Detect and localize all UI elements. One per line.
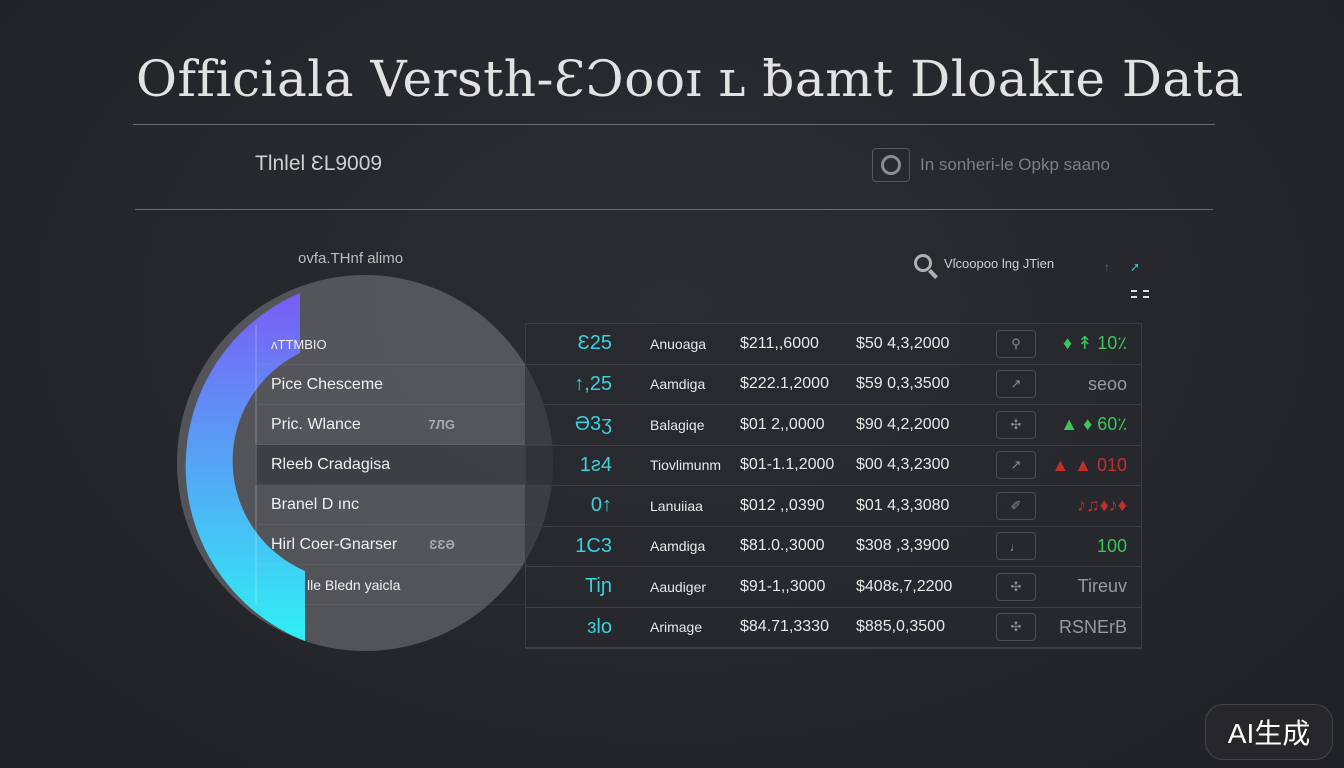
search-bar[interactable]: Vſcoopoo lng JTien: [914, 254, 1054, 272]
row-value-1: $84.71,3330: [740, 618, 829, 636]
search-text: Vſcoopoo lng JTien: [944, 255, 1055, 271]
list-item[interactable]: Hirl Coer-Gnarser ƐƐƏ: [255, 525, 555, 565]
row-number: Ɛ25: [577, 332, 612, 355]
list-item-label: Pice Chesceme: [271, 375, 384, 393]
panel-label: ovfa.THnf alimo: [298, 250, 404, 267]
page-title: Officiala Versth-ƐƆooɪ ʟ ƀamt Dloakɪe Da…: [136, 50, 1244, 108]
row-number: 1ƨ4: [579, 453, 612, 476]
row-value-2: $50 4,3,2000: [856, 334, 950, 352]
row-value-2: $00 4,3,2300: [856, 456, 950, 474]
search-icon: [914, 254, 932, 272]
list-item-label: Pric. Wlance: [271, 415, 361, 433]
row-name: Anuoaga: [650, 335, 707, 352]
list-item[interactable]: Pric. Wlance 7ЛG: [255, 405, 555, 445]
row-icon[interactable]: ✣: [996, 572, 1036, 601]
table-row[interactable]: Tiɲ Aaudiger $91-1,,3000 $408ɛ,7,2200 ✣ Tireu…: [526, 567, 1141, 608]
list-item-label: ʌTTMBIO: [271, 337, 327, 352]
row-name: Tiovlimunm: [650, 457, 722, 474]
header-right[interactable]: In sonheri-le Opkp saano: [872, 148, 1110, 182]
row-icon[interactable]: ↗: [996, 370, 1036, 399]
subtitle: Tlnlel ƐL9009: [255, 152, 383, 175]
list-item[interactable]: Branel D ınc: [255, 485, 555, 525]
row-number: Tiɲ: [584, 575, 612, 598]
row-name: Aaudiger: [650, 578, 707, 595]
row-value-1: $222.1,2000: [740, 375, 829, 393]
table-row[interactable]: 1ƨ4 Tiovlimunm $01-1.1,2000 $00 4,3,2300 ↗ ▲ …: [526, 446, 1141, 486]
row-status: 100: [1096, 535, 1127, 556]
table-row[interactable]: Ə3ʒ Balagiqe $01 2,,0000 $90 4,2,2000 ✣ ▲ ♦ 6…: [526, 405, 1141, 446]
row-name: Aamdiga: [650, 538, 706, 555]
row-value-2: $59 0,3,3500: [856, 375, 950, 393]
list-item-label: lle Bledn yaicla: [307, 576, 401, 593]
divider: [133, 124, 1215, 125]
row-value-2: $01 4,3,3080: [856, 496, 950, 514]
row-number: 1C3: [575, 534, 612, 557]
row-value-2: $885,0,3500: [856, 618, 945, 636]
divider: [135, 209, 1213, 210]
row-name: Aamdiga: [650, 376, 706, 393]
row-number: ɜlo: [587, 615, 612, 638]
row-status: Tireuv: [1077, 576, 1127, 597]
list-item-label: Hirl Coer-Gnarser: [271, 535, 398, 553]
row-value-1: $012 ,,0390: [740, 496, 825, 514]
row-status: RSNErB: [1058, 616, 1127, 637]
table-row[interactable]: ɜlo Arimage $84.71,3330 $885,0,3500 ✣ RSNErB: [526, 608, 1141, 648]
row-icon[interactable]: ✐: [996, 491, 1036, 520]
row-value-2: $408ɛ,7,2200: [856, 577, 953, 595]
row-name: Balagiqe: [650, 416, 705, 433]
list-item-value: 7ЛG: [428, 417, 455, 432]
row-value-1: $81.0.,3000: [740, 537, 825, 555]
row-number: ↑,25: [574, 372, 612, 395]
list-item[interactable]: lle Bledn yaicla: [255, 565, 555, 605]
row-status: ♪♫♦♪♦: [1077, 495, 1127, 516]
row-icon[interactable]: ⚲: [996, 329, 1036, 358]
row-name: Lanuiiaa: [650, 497, 703, 514]
row-status: ▲ ▲ 010: [1051, 454, 1127, 475]
row-status: ▲ ♦ 60٪: [1060, 414, 1127, 435]
row-name: Arimage: [650, 619, 703, 636]
list-item-value: ƐƐƏ: [429, 537, 455, 552]
row-status: ♦ ↟ 10٪: [1063, 333, 1127, 354]
row-status: seoo: [1087, 373, 1127, 394]
table-row[interactable]: 0↑ Lanuiiaa $012 ,,0390 $01 4,3,3080 ✐ ♪♫♦♪♦: [526, 486, 1141, 527]
list-item-label: Rleeb Cradagisa: [271, 455, 391, 473]
row-icon[interactable]: ✣: [996, 613, 1036, 642]
trend-icon[interactable]: ➚: [1130, 260, 1141, 274]
row-icon[interactable]: ✣: [996, 410, 1036, 439]
header-right-text: In sonheri-le Opkp saano: [920, 155, 1110, 174]
row-value-1: $211,,6000: [740, 334, 819, 352]
data-table: Ɛ25 Anuoaga $211,,6000 $50 4,3,2000 ⚲ ♦ ↟ 10٪…: [525, 323, 1142, 649]
row-value-1: $91-1,,3000: [740, 577, 826, 595]
table-row[interactable]: Ɛ25 Anuoaga $211,,6000 $50 4,3,2000 ⚲ ♦ ↟ 10٪: [526, 324, 1141, 365]
camera-icon: [872, 148, 910, 182]
arrow-up-icon[interactable]: ↑: [1104, 260, 1110, 274]
table-row[interactable]: 1C3 Aamdiga $81.0.,3000 $308 ,3,3900 ♩ 100: [526, 527, 1141, 567]
list-item[interactable]: Pice Chesceme: [255, 365, 555, 405]
list-item[interactable]: Rleeb Cradagisa: [255, 445, 555, 485]
row-icon[interactable]: ♩: [996, 532, 1036, 561]
watermark: AI生成: [1205, 704, 1333, 760]
row-number: Ə3ʒ: [574, 413, 612, 436]
row-value-2: $308 ,3,3900: [856, 537, 950, 555]
list-item[interactable]: ʌTTMBIO: [255, 325, 555, 365]
menu-icon[interactable]: [1131, 290, 1149, 298]
row-value-1: $01-1.1,2000: [740, 456, 835, 474]
list-item-label: Branel D ınc: [271, 495, 360, 513]
row-value-2: $90 4,2,2000: [856, 415, 950, 433]
row-number: 0↑: [590, 494, 612, 517]
row-value-1: $01 2,,0000: [740, 415, 825, 433]
ring-arc: [185, 293, 305, 641]
table-row[interactable]: ↑,25 Aamdiga $222.1,2000 $59 0,3,3500 ↗ seoo: [526, 365, 1141, 405]
panel-list: ʌTTMBIO Pice Chesceme Pric. Wlance 7ЛG Rl…: [255, 325, 555, 605]
row-icon[interactable]: ↗: [996, 451, 1036, 480]
